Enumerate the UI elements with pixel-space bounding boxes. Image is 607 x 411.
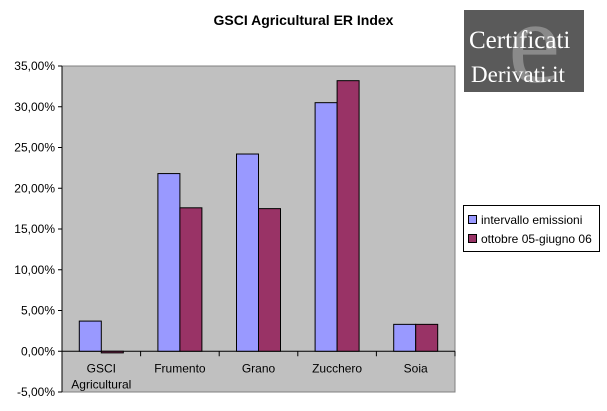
legend-label-series-2: ottobre 05-giugno 06	[481, 231, 592, 246]
y-tick-label: 35,00%	[14, 59, 55, 73]
y-tick-label: 10,00%	[14, 263, 55, 277]
bar-2-1	[100, 350, 124, 354]
x-tick-label: GSCI	[87, 361, 116, 375]
logo-text-line1: Certificati	[469, 27, 571, 54]
legend-label-series-1: intervallo emissioni	[481, 212, 583, 227]
x-tick-label: Zucchero	[312, 361, 362, 375]
legend-swatch-series-2	[468, 234, 477, 243]
bar-1-4	[314, 102, 338, 352]
y-tick-label: 20,00%	[14, 181, 55, 195]
y-tick-label: 15,00%	[14, 222, 55, 236]
y-tick-label: 5,00%	[21, 304, 55, 318]
bar-2-5	[415, 323, 439, 352]
legend-item-series-1: intervallo emissioni	[468, 210, 595, 229]
bar-1-3	[236, 153, 259, 352]
bar-2-4	[336, 80, 360, 352]
bar-2-3	[258, 208, 281, 352]
y-tick-label: 0,00%	[21, 344, 55, 358]
y-tick-label: -5,00%	[17, 385, 55, 399]
bar-1-1	[78, 320, 102, 352]
legend-item-series-2: ottobre 05-giugno 06	[468, 229, 595, 248]
chart-title: GSCI Agricultural ER Index	[213, 12, 394, 28]
legend: intervallo emissioni ottobre 05-giugno 0…	[463, 205, 600, 252]
logo-text-line2: Derivati.it	[471, 62, 565, 87]
logo-e-mark: e	[508, 10, 561, 92]
bar-2-2	[179, 207, 203, 352]
x-tick-label: Agricultural	[71, 377, 131, 391]
x-tick-label: Grano	[242, 361, 276, 375]
y-tick-label: 30,00%	[14, 100, 55, 114]
certificati-derivati-logo: e Certificati Derivati.it	[464, 10, 584, 92]
y-tick-label: 25,00%	[14, 141, 55, 155]
x-tick-label: Soia	[404, 361, 428, 375]
legend-swatch-series-1	[468, 215, 477, 224]
bar-1-2	[157, 173, 181, 352]
x-tick-label: Frumento	[154, 361, 206, 375]
bar-1-5	[393, 323, 417, 352]
